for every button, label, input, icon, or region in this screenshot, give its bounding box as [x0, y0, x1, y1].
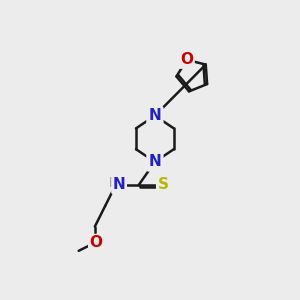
Text: H: H	[108, 176, 119, 190]
Text: O: O	[180, 52, 193, 67]
Text: S: S	[158, 178, 169, 193]
Text: N: N	[148, 108, 161, 123]
Text: N: N	[113, 178, 125, 193]
Text: O: O	[89, 235, 103, 250]
Text: N: N	[148, 154, 161, 169]
